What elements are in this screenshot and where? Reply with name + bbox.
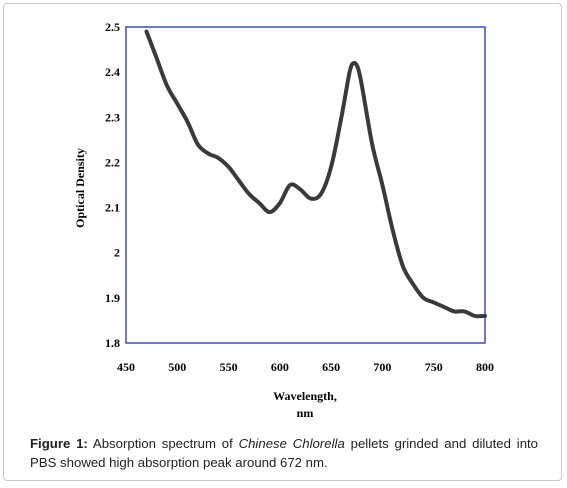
plot-frame	[125, 26, 486, 344]
x-tick-label: 650	[322, 360, 340, 374]
caption-text-before: Absorption spectrum of	[92, 436, 233, 451]
x-axis-unit: nm	[297, 406, 314, 420]
figure-frame	[3, 3, 562, 481]
y-tick-label: 2.2	[105, 155, 120, 169]
figure-caption: Figure 1: Absorption spectrum of Chinese…	[30, 434, 538, 472]
x-tick-label: 750	[425, 360, 443, 374]
y-tick-label: 1.9	[105, 291, 120, 305]
y-tick-label: 2.4	[105, 65, 120, 79]
figure-label: Figure 1:	[30, 436, 88, 451]
x-tick-label: 700	[373, 360, 391, 374]
x-tick-label: 600	[271, 360, 289, 374]
y-tick-label: 2.5	[105, 20, 120, 34]
x-tick-label: 550	[220, 360, 238, 374]
absorption-chart: 1.8 1.9 2 2.1 2.2 2.3 2.4 2.5 450 500 550 600 650 700…	[73, 20, 494, 420]
caption-text-after: pellets grinded and diluted into PBS sho…	[30, 436, 539, 470]
x-tick-label: 450	[117, 360, 135, 374]
y-axis-label: Optical Density	[73, 148, 87, 228]
y-tick-label: 1.8	[105, 336, 120, 350]
x-tick-label: 500	[168, 360, 186, 374]
y-tick-label: 2.3	[105, 110, 120, 124]
y-tick-label: 2.1	[105, 201, 120, 215]
x-axis-label: Wavelength,	[273, 389, 337, 403]
y-tick-label: 2	[114, 246, 120, 260]
spectrum-line	[144, 29, 487, 319]
x-tick-label: 800	[476, 360, 494, 374]
caption-species: Chinese Chlorella	[238, 436, 345, 451]
